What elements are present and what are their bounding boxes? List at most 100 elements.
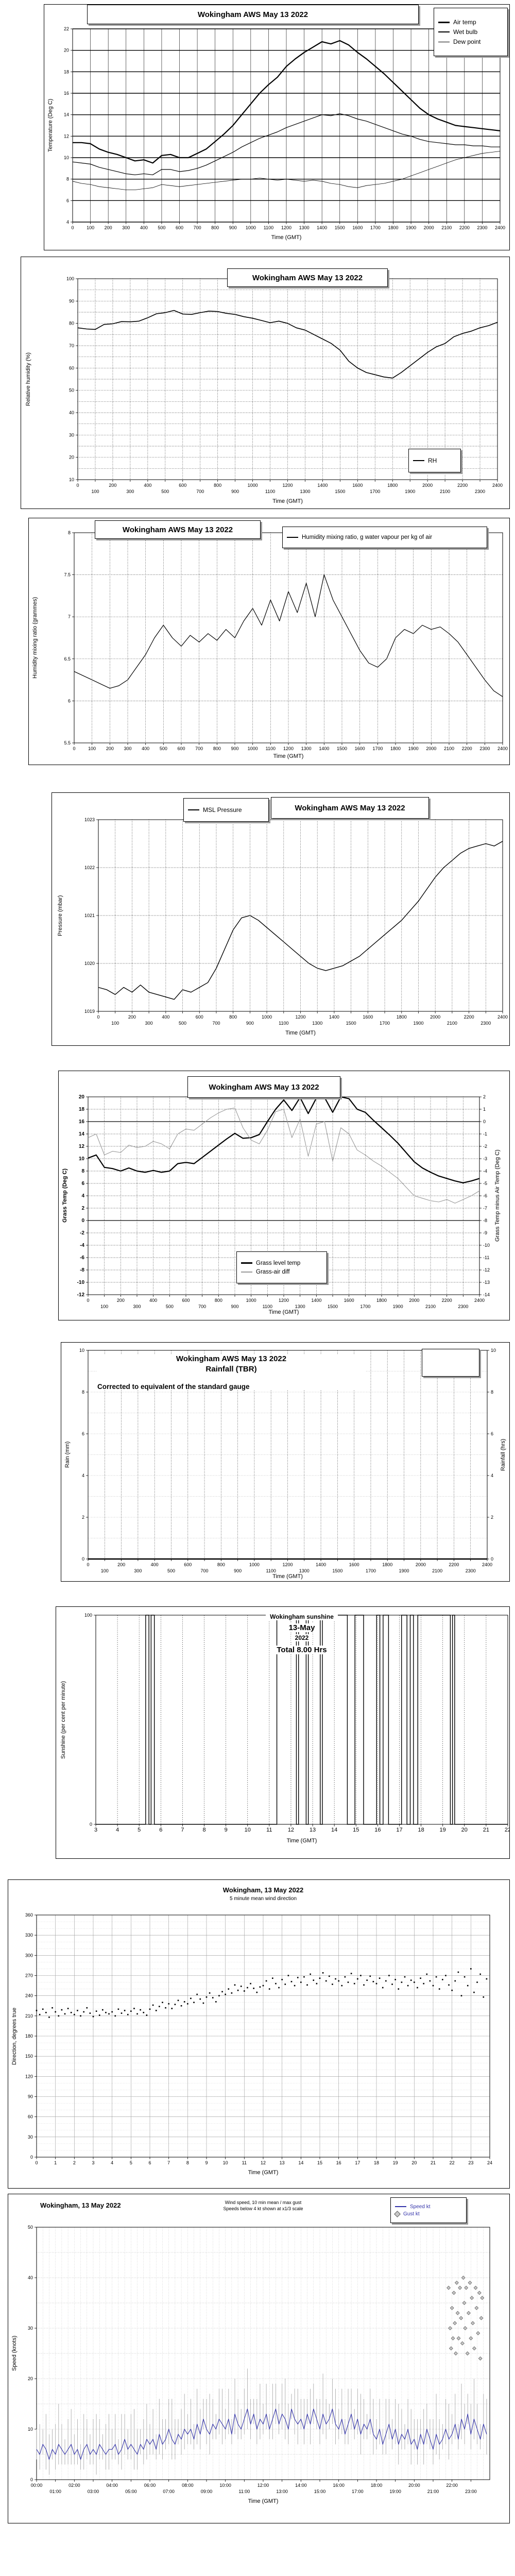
svg-text:400: 400	[162, 1014, 169, 1020]
mixing-ratio-legend: Humidity mixing ratio, g water vapour pe…	[282, 527, 487, 548]
svg-text:800: 800	[215, 1298, 222, 1303]
svg-text:-5: -5	[483, 1181, 487, 1186]
svg-text:1400: 1400	[311, 1298, 321, 1303]
svg-text:6: 6	[81, 1181, 84, 1187]
y2-axis-label: Grass Temp minus Air Temp (Deg C)	[494, 1149, 501, 1242]
chart-rainfall-panel: 0 200 400 600 800 1000 1200 1400 1600 1800 2000 220…	[61, 1342, 510, 1582]
svg-text:12: 12	[79, 1144, 85, 1149]
svg-text:06:00: 06:00	[144, 2483, 156, 2488]
svg-text:20: 20	[79, 1094, 85, 1100]
svg-text:500: 500	[158, 225, 165, 230]
svg-text:22:00: 22:00	[446, 2483, 458, 2488]
svg-text:500: 500	[167, 1568, 175, 1573]
humidity-legend: RH	[408, 449, 461, 472]
x-axis-label: Time (GMT)	[271, 234, 302, 241]
rainfall-legend-box-empty	[422, 1349, 479, 1377]
svg-text:60: 60	[28, 2114, 33, 2120]
chart-sunshine-panel: 3 4 5 6 7 8 9 10 11 12 13 14 15 16 17 18 19 20 21 22 0 100 Wo…	[56, 1606, 510, 1859]
wind-speed-title: Wokingham, 13 May 2022	[40, 2201, 121, 2209]
svg-text:500: 500	[161, 489, 169, 494]
mixing-ratio-plot: 0 100 200 300 400 500 600 700 800 900 1000 1100 1200…	[64, 530, 508, 751]
svg-text:1400: 1400	[316, 1562, 326, 1567]
svg-text:15:00: 15:00	[314, 2489, 326, 2494]
y-axis-label: Rain (mm)	[64, 1441, 71, 1468]
svg-text:1200: 1200	[282, 483, 293, 488]
svg-text:1700: 1700	[370, 489, 380, 494]
svg-text:2400: 2400	[482, 1562, 492, 1567]
svg-text:3: 3	[92, 2160, 94, 2165]
svg-text:20:00: 20:00	[408, 2483, 420, 2488]
svg-text:12: 12	[64, 133, 69, 139]
svg-text:7: 7	[68, 614, 71, 619]
legend-item-gust: Gust kt	[394, 2210, 462, 2217]
svg-text:6: 6	[66, 198, 69, 203]
chart-mixing-ratio-panel: 0 100 200 300 400 500 600 700 800 900 1000 1100 1200…	[28, 518, 510, 765]
wind-speed-note: Wind speed, 10 min mean / max gust Speed…	[178, 2199, 348, 2212]
y-axis-label: Relative humidity (%)	[25, 352, 31, 406]
svg-text:700: 700	[195, 746, 203, 751]
svg-text:07:00: 07:00	[163, 2489, 175, 2494]
chart-humidity-panel: 0 200 400 600 800 1000 1200 1400 1600 1800 2000 220…	[21, 257, 510, 509]
svg-text:0: 0	[71, 225, 74, 230]
svg-text:500: 500	[160, 746, 167, 751]
svg-text:10: 10	[491, 1348, 496, 1353]
svg-text:1100: 1100	[279, 1021, 288, 1026]
svg-text:2400: 2400	[474, 1298, 485, 1303]
svg-text:900: 900	[231, 746, 238, 751]
svg-text:13:00: 13:00	[276, 2489, 288, 2494]
svg-text:8: 8	[82, 1389, 84, 1395]
pressure-title: Wokingham AWS May 13 2022	[271, 797, 429, 819]
speed-line-swatch	[395, 2206, 406, 2207]
svg-text:14: 14	[64, 112, 69, 117]
svg-text:360: 360	[25, 1912, 33, 1918]
gust-diamond-swatch	[394, 2210, 401, 2217]
svg-text:1800: 1800	[382, 1562, 392, 1567]
svg-text:03:00: 03:00	[88, 2489, 99, 2494]
x-axis-label: Time (GMT)	[286, 1838, 317, 1844]
wind-speed-plot: 00:00 02:00 04:00 06:00 08:00 10:00 12:00 14:00…	[28, 2225, 490, 2494]
svg-text:6: 6	[82, 1431, 84, 1436]
svg-text:2400: 2400	[492, 483, 503, 488]
svg-text:400: 400	[151, 1562, 159, 1567]
temperature-plot: 0 100 200 300 400 500 600 700 800 900 1000 1100 1200…	[64, 26, 505, 230]
svg-text:600: 600	[177, 746, 185, 751]
svg-text:2300: 2300	[477, 225, 487, 230]
svg-text:2200: 2200	[464, 1014, 474, 1020]
svg-text:700: 700	[194, 225, 201, 230]
svg-text:400: 400	[149, 1298, 157, 1303]
svg-text:800: 800	[217, 1562, 225, 1567]
svg-text:8: 8	[491, 1389, 493, 1395]
svg-text:200: 200	[109, 483, 116, 488]
svg-text:18: 18	[374, 2160, 379, 2165]
svg-text:16: 16	[64, 91, 69, 96]
svg-text:2300: 2300	[480, 1021, 491, 1026]
svg-text:1500: 1500	[337, 746, 347, 751]
svg-text:05:00: 05:00	[125, 2489, 137, 2494]
svg-text:0: 0	[30, 2155, 33, 2160]
svg-text:30: 30	[28, 2134, 33, 2140]
svg-text:900: 900	[246, 1021, 254, 1026]
rainfall-title: Wokingham AWS May 13 2022 Rainfall (TBR)…	[97, 1354, 365, 1391]
svg-text:300: 300	[124, 746, 131, 751]
svg-text:-4: -4	[80, 1243, 84, 1248]
svg-text:1023: 1023	[84, 817, 95, 822]
svg-text:2000: 2000	[424, 225, 434, 230]
y-axis-label: Sunshine (per cent per minute)	[60, 1681, 66, 1759]
svg-text:1100: 1100	[265, 489, 275, 494]
svg-text:5.5: 5.5	[64, 740, 71, 745]
chart-wind-direction-panel: 0 1 2 3 4 5 6 7 8 9 10 11 12 13 14 15 16 17 18 19 20 21 22 23 24…	[8, 1879, 510, 2189]
svg-text:4: 4	[81, 1193, 84, 1199]
legend-item-mixing-ratio: Humidity mixing ratio, g water vapour pe…	[287, 534, 483, 540]
svg-text:13: 13	[280, 2160, 285, 2165]
svg-text:2200: 2200	[449, 1562, 459, 1567]
svg-text:1500: 1500	[332, 1568, 342, 1573]
legend-label: Speed kt	[410, 2204, 431, 2210]
svg-text:1000: 1000	[246, 1298, 256, 1303]
svg-text:2100: 2100	[441, 225, 452, 230]
svg-text:17: 17	[396, 1827, 402, 1833]
svg-text:800: 800	[229, 1014, 237, 1020]
sunshine-title-line: Wokingham sunshine	[266, 1613, 338, 1620]
svg-text:1400: 1400	[329, 1014, 339, 1020]
y-axis-label: Pressure (mbar)	[57, 895, 63, 936]
svg-text:11: 11	[266, 1827, 272, 1833]
